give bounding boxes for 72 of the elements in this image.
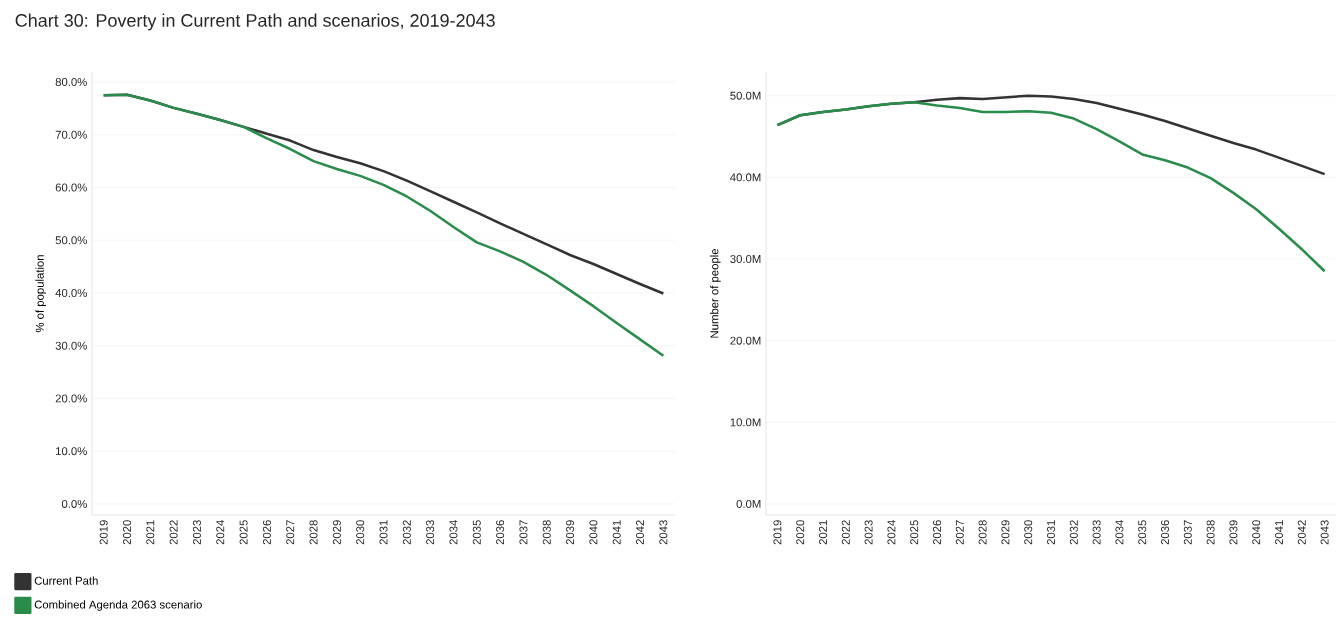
line-series [102,93,665,358]
x-tick-label: 2026 [933,520,942,545]
x-tick-label: 2032 [402,520,411,545]
y-tick-label: 20.0% [55,394,87,403]
y-tick-label: 50.0% [55,236,87,245]
x-tick-label: 2019 [99,520,108,545]
line-series [776,101,1326,273]
x-tick-label: 2041 [1275,520,1284,545]
x-tick-label: 2042 [636,520,645,545]
y-tick-label: 50.0M [730,91,761,100]
x-tick-label: 2037 [1183,520,1192,545]
y-tick-label: 60.0% [55,183,87,192]
x-tick-label: 2019 [773,520,782,545]
x-tick-label: 2038 [542,520,551,545]
x-tick-label: 2036 [496,520,505,545]
x-tick-label: 2033 [1092,520,1101,545]
x-tick-label: 2031 [1047,520,1056,545]
chart-title: Chart 30: Poverty in Current Path and scenarios, 2019-2043 [15,13,495,31]
x-tick-label: 2027 [955,520,964,545]
x-tick-label: 2020 [796,520,805,545]
x-tick-label: 2039 [1229,520,1238,545]
x-tick-label: 2024 [887,520,896,545]
x-tick-label: 2021 [819,520,828,545]
x-tick-label: 2030 [356,520,365,545]
y-tick-label: 30.0M [730,255,761,264]
legend-label: Combined Agenda 2063 scenario [34,600,202,612]
x-tick-label: 2038 [1206,520,1215,545]
y-tick-label: 0.0% [61,500,87,509]
y-tick-label: 70.0% [55,130,87,139]
x-tick-label: 2028 [978,520,987,545]
y-tick-label: 80.0% [55,78,87,87]
y-tick-label: 30.0% [55,341,87,350]
x-tick-label: 2025 [910,520,919,545]
x-tick-label: 2031 [379,520,388,545]
x-tick-label: 2028 [309,520,318,545]
x-tick-label: 2022 [841,520,850,545]
x-tick-label: 2032 [1069,520,1078,545]
x-tick-label: 2034 [449,520,458,545]
x-tick-label: 2025 [239,520,248,545]
x-tick-label: 2042 [1297,520,1306,545]
y-tick-label: 40.0M [730,173,761,182]
x-tick-label: 2027 [286,520,295,545]
y-tick-label: 0.0M [736,500,761,509]
x-tick-label: 2035 [472,520,481,545]
x-tick-label: 2023 [192,520,201,545]
x-tick-label: 2040 [1252,520,1261,545]
x-tick-label: 2022 [169,520,178,545]
x-tick-label: 2024 [216,520,225,545]
x-tick-label: 2040 [589,520,598,545]
x-tick-label: 2023 [864,520,873,545]
x-tick-label: 2041 [612,520,621,545]
x-tick-label: 2020 [122,520,131,545]
x-tick-label: 2026 [262,520,271,545]
x-tick-label: 2035 [1138,520,1147,545]
x-tick-label: 2034 [1115,520,1124,545]
legend-label: Current Path [34,576,98,585]
x-tick-label: 2029 [1001,520,1010,545]
y-axis-title: Number of people [710,249,721,338]
x-tick-label: 2043 [659,520,668,545]
x-tick-label: 2033 [426,520,435,545]
x-tick-label: 2021 [146,520,155,545]
y-tick-label: 40.0% [55,289,87,298]
y-tick-label: 10.0% [56,447,87,456]
y-tick-label: 20.0M [730,336,761,345]
x-tick-label: 2030 [1024,520,1033,545]
x-tick-label: 2036 [1161,520,1170,545]
x-tick-label: 2037 [519,520,528,545]
x-tick-label: 2043 [1320,520,1329,545]
x-tick-label: 2039 [566,520,575,545]
y-axis-title: % of population [35,255,46,333]
y-tick-label: 10.0M [730,418,761,427]
x-tick-label: 2029 [332,520,341,545]
